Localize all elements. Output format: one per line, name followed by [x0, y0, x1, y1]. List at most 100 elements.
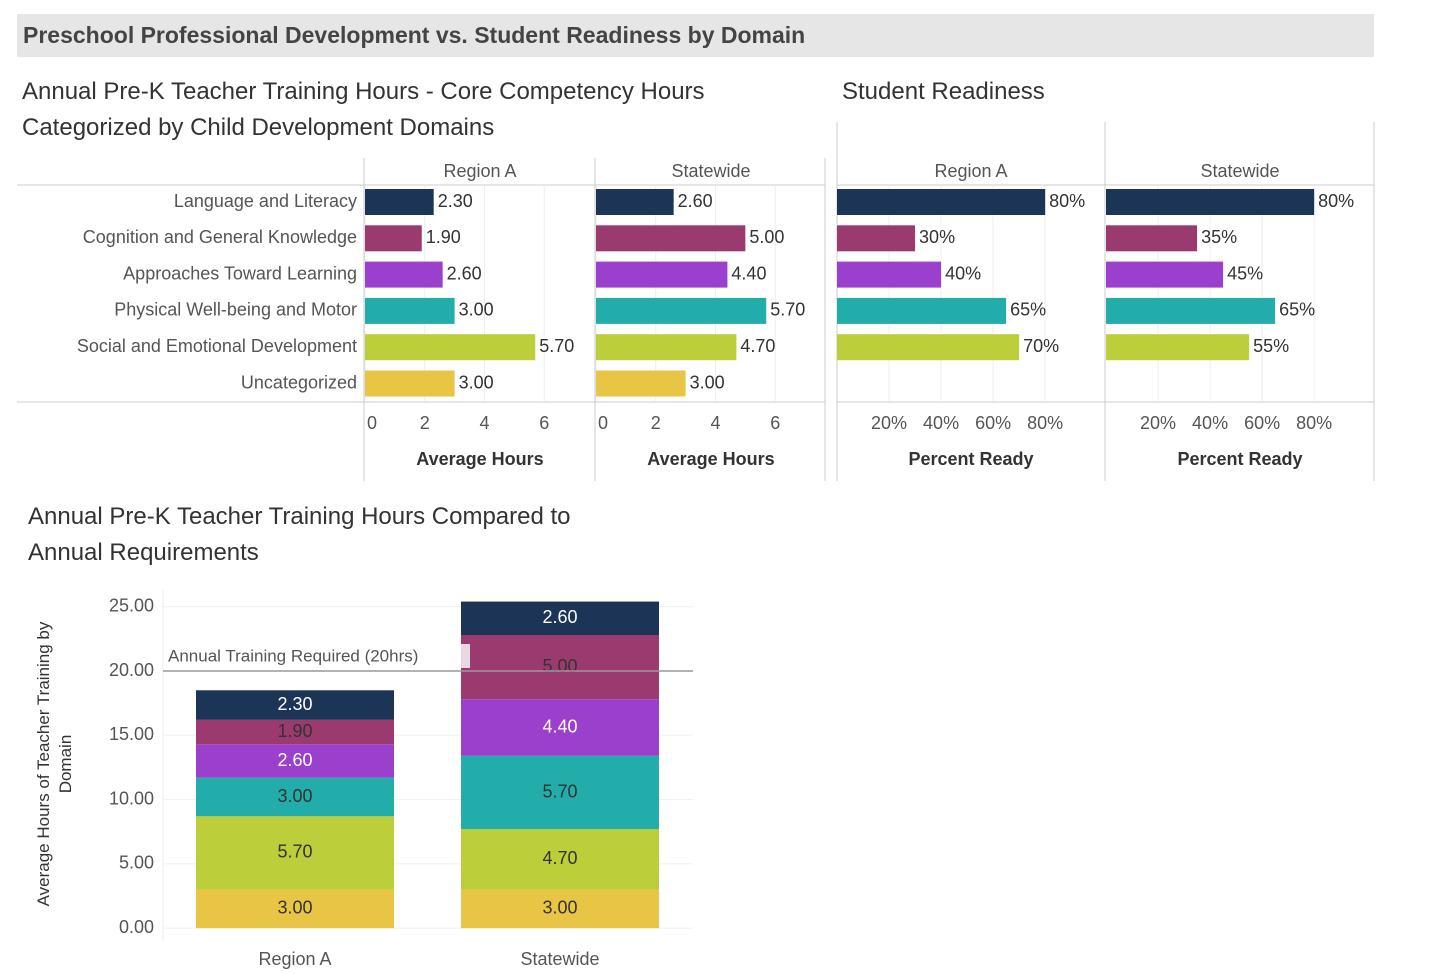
bar [837, 225, 916, 252]
value-label: 3.00 [277, 898, 312, 918]
bar [365, 334, 536, 361]
bar [596, 334, 737, 361]
x-tick-label: 60% [1244, 413, 1280, 433]
bar [1106, 261, 1224, 288]
panel-header: Region A [443, 161, 516, 181]
bar [596, 370, 686, 397]
value-label: 2.60 [277, 750, 312, 770]
x-axis-label: Average Hours [647, 449, 774, 469]
bar [837, 334, 1020, 361]
value-label: 35% [1201, 227, 1237, 247]
value-label: 3.00 [277, 786, 312, 806]
x-tick-label: 6 [539, 413, 549, 433]
panel-header: Statewide [671, 161, 750, 181]
value-label: 3.00 [459, 300, 494, 320]
x-tick-label: Region A [258, 949, 331, 969]
panel-header: Statewide [1200, 161, 1279, 181]
bar-segment [196, 719, 394, 745]
bar [596, 297, 767, 324]
x-tick-label: 40% [923, 413, 959, 433]
reference-label-bg [165, 644, 470, 668]
value-label: 2.60 [542, 607, 577, 627]
bar [1106, 225, 1198, 252]
x-tick-label: 2 [420, 413, 430, 433]
bar [596, 225, 746, 252]
value-label: 1.90 [426, 227, 461, 247]
chart-title: Student Readiness [842, 78, 1045, 105]
value-label: 2.30 [438, 191, 473, 211]
reference-label: Annual Training Required (20hrs) [168, 646, 418, 665]
value-label: 80% [1049, 191, 1085, 211]
value-label: 5.70 [539, 336, 574, 356]
chart-title: Annual Pre-K Teacher Training Hours Comp… [28, 503, 571, 566]
chart-title: Annual Pre-K Teacher Training Hours - Co… [22, 78, 705, 141]
value-label: 5.70 [770, 300, 805, 320]
bar-segment [196, 889, 394, 929]
category-label: Physical Well-being and Motor [114, 300, 357, 320]
bar-segment [461, 829, 659, 890]
y-tick-label: 20.00 [109, 660, 154, 680]
value-label: 3.00 [542, 898, 577, 918]
value-label: 45% [1227, 263, 1263, 283]
value-label: 40% [945, 263, 981, 283]
bar-segment [196, 777, 394, 817]
bar-segment [461, 889, 659, 929]
bar-segment [461, 635, 659, 700]
x-axis-label: Average Hours [416, 449, 543, 469]
bar [365, 225, 422, 252]
x-tick-label: 40% [1192, 413, 1228, 433]
y-tick-label: 5.00 [119, 853, 154, 873]
value-label: 3.00 [459, 372, 494, 392]
value-label: 30% [919, 227, 955, 247]
panel-header: Region A [934, 161, 1007, 181]
category-label: Cognition and General Knowledge [83, 227, 357, 247]
value-label: 1.90 [277, 721, 312, 741]
bar-segment [461, 601, 659, 635]
value-label: 4.70 [740, 336, 775, 356]
y-tick-label: 15.00 [109, 724, 154, 744]
dashboard-title: Preschool Professional Development vs. S… [17, 14, 1374, 57]
value-label: 5.00 [542, 656, 577, 676]
category-label: Social and Emotional Development [77, 336, 357, 356]
y-tick-label: 25.00 [109, 595, 154, 615]
bar-segment [196, 816, 394, 890]
bar [365, 297, 455, 324]
bar-segment [196, 690, 394, 720]
x-tick-label: 80% [1027, 413, 1063, 433]
x-tick-label: 20% [1140, 413, 1176, 433]
value-label: 55% [1253, 336, 1289, 356]
x-tick-label: 6 [770, 413, 780, 433]
value-label: 5.70 [542, 781, 577, 801]
value-label: 4.40 [542, 716, 577, 736]
x-axis-label: Percent Ready [1177, 449, 1302, 469]
bar-segment [196, 744, 394, 778]
value-label: 65% [1010, 300, 1046, 320]
x-tick-label: 80% [1296, 413, 1332, 433]
value-label: 2.30 [277, 694, 312, 714]
bar [1106, 334, 1250, 361]
bar [837, 297, 1007, 324]
value-label: 2.60 [447, 263, 482, 283]
value-label: 4.70 [542, 848, 577, 868]
value-label: 70% [1023, 336, 1059, 356]
bar [596, 261, 728, 288]
bar [596, 189, 674, 215]
value-label: 3.00 [690, 372, 725, 392]
x-tick-label: 2 [651, 413, 661, 433]
bar [365, 189, 434, 215]
y-axis-label: Average Hours of Teacher Training by Dom… [34, 621, 75, 907]
x-tick-label: Statewide [520, 949, 599, 969]
x-tick-label: 60% [975, 413, 1011, 433]
category-label: Uncategorized [241, 372, 357, 392]
bar [365, 370, 455, 397]
x-tick-label: 0 [598, 413, 608, 433]
value-label: 2.60 [678, 191, 713, 211]
bar-segment [461, 699, 659, 756]
value-label: 80% [1318, 191, 1354, 211]
value-label: 65% [1279, 300, 1315, 320]
category-label: Approaches Toward Learning [123, 263, 357, 283]
value-label: 5.00 [749, 227, 784, 247]
x-tick-label: 4 [479, 413, 489, 433]
